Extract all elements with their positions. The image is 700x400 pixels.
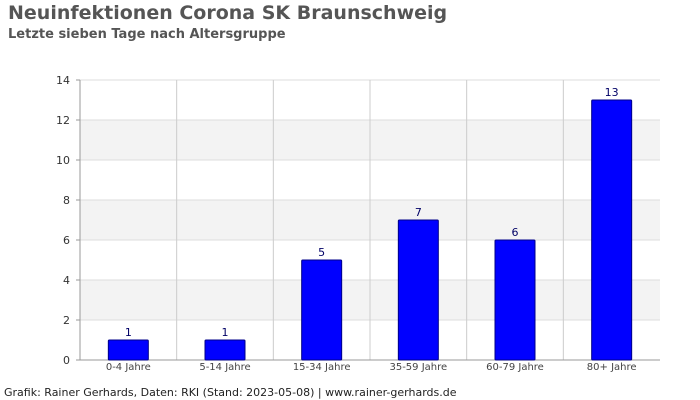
x-tick-label: 0-4 Jahre <box>106 362 151 373</box>
x-tick-label: 60-79 Jahre <box>486 362 544 373</box>
y-tick-label: 14 <box>56 74 70 87</box>
bar <box>301 259 343 361</box>
bars <box>107 99 633 361</box>
bar <box>494 239 536 361</box>
data-label: 13 <box>605 86 619 99</box>
bar <box>397 219 439 361</box>
y-tick-label: 6 <box>63 234 70 247</box>
bar <box>591 99 633 361</box>
chart-subtitle: Letzte sieben Tage nach Altersgruppe <box>8 27 286 42</box>
y-tick-label: 2 <box>63 314 70 327</box>
data-label: 1 <box>125 326 132 339</box>
x-tick-label: 35-59 Jahre <box>389 362 447 373</box>
y-tick-label: 12 <box>56 114 70 127</box>
y-tick-label: 10 <box>56 154 70 167</box>
y-tick-label: 4 <box>63 274 70 287</box>
axes <box>76 79 660 361</box>
data-label: 5 <box>318 246 325 259</box>
x-tick-label: 15-34 Jahre <box>293 362 351 373</box>
chart-title: Neuinfektionen Corona SK Braunschweig <box>8 2 448 24</box>
y-tick-label: 8 <box>63 194 70 207</box>
footer-credit: Grafik: Rainer Gerhards, Daten: RKI (Sta… <box>4 386 457 399</box>
x-tick-label: 80+ Jahre <box>587 362 637 373</box>
x-tick-label: 5-14 Jahre <box>199 362 250 373</box>
bar <box>204 339 246 361</box>
data-label: 7 <box>415 206 422 219</box>
labels: 0 2 4 6 8 10 12 14 1 0-4 Jahre 1 5-14 Jahre 5 15-34 J… <box>56 74 637 373</box>
y-tick-label: 0 <box>63 354 70 367</box>
data-label: 6 <box>512 226 519 239</box>
bar <box>107 339 149 361</box>
data-label: 1 <box>222 326 229 339</box>
